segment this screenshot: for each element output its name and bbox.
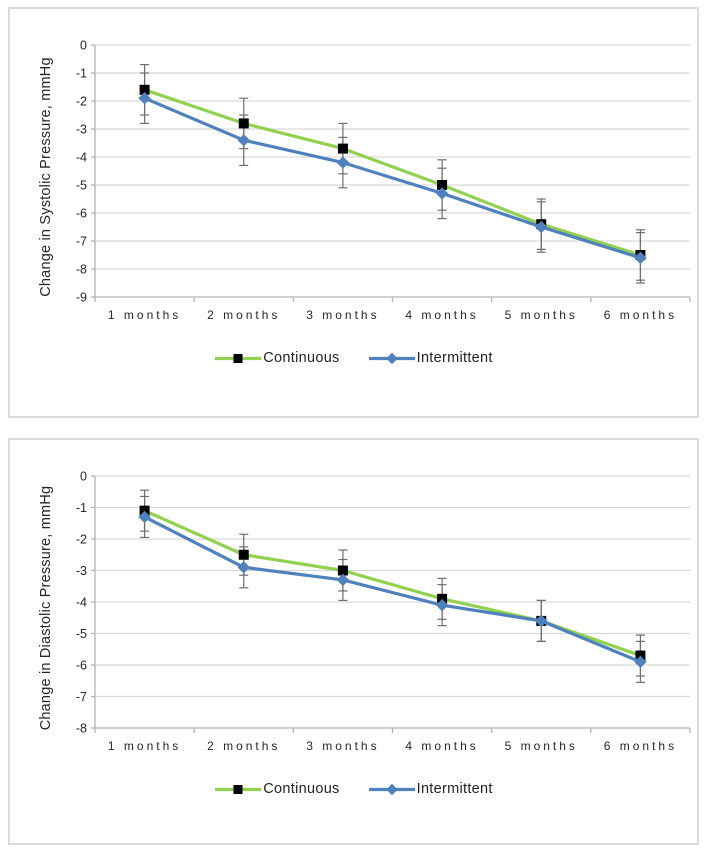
y-tick-label: -1 xyxy=(76,501,87,515)
diamond-marker xyxy=(535,220,548,234)
y-tick-label: -7 xyxy=(76,235,87,249)
legend-item-continuous: Continuous xyxy=(214,781,339,797)
diamond-marker xyxy=(237,561,250,574)
gridlines xyxy=(91,44,690,298)
square-marker xyxy=(437,593,448,604)
x-category-label: 5 months xyxy=(505,308,578,322)
intermittent-series-line xyxy=(142,515,643,664)
diamond-marker xyxy=(336,156,350,169)
y-tick-label: -9 xyxy=(76,291,87,305)
square-marker xyxy=(337,565,348,576)
gridlines xyxy=(91,475,690,729)
y-tick-label: 0 xyxy=(80,470,87,484)
diamond-marker xyxy=(385,783,398,795)
square-marker xyxy=(233,784,243,794)
legend-item-continuous: Continuous xyxy=(214,350,339,366)
intermittent-series-swatch-icon xyxy=(368,352,415,364)
y-tick-label: -8 xyxy=(76,263,87,277)
diamond-marker xyxy=(237,134,250,147)
y-tick-label: -6 xyxy=(76,659,87,673)
continuous-legend-label: Continuous xyxy=(263,781,340,797)
x-category-label: 1 months xyxy=(108,739,181,753)
diastolic-line-chart: 0 -1 -2 -3 -4 -5 -6 -7 -8 1 months 2 months 3 month… xyxy=(76,470,691,753)
continuous-series-line xyxy=(142,88,643,257)
square-marker xyxy=(139,505,150,516)
square-marker xyxy=(635,650,646,661)
continuous-series-swatch-icon xyxy=(215,353,262,363)
intermittent-series-markers xyxy=(138,510,647,669)
x-category-label: 6 months xyxy=(604,308,677,322)
y-tick-label: -5 xyxy=(76,627,87,641)
x-category-label: 2 months xyxy=(207,308,280,322)
diamond-marker xyxy=(535,614,548,628)
legend-item-intermittent: Intermittent xyxy=(368,781,493,797)
x-category-label: 2 months xyxy=(207,739,280,753)
diamond-marker xyxy=(385,352,398,364)
intermittent-series-swatch-icon xyxy=(368,783,415,795)
continuous-series-swatch-icon xyxy=(215,784,262,794)
diastolic-pressure-panel: Change in Diastolic Pressure, mmHg 0 -1 -2… xyxy=(8,438,699,845)
axes xyxy=(94,476,691,733)
y-tick-label: -5 xyxy=(76,179,87,193)
systolic-legend: Continuous Intermittent xyxy=(10,350,697,366)
y-tick-label: -1 xyxy=(76,67,87,81)
axes xyxy=(94,45,691,302)
square-marker xyxy=(139,84,150,95)
legend-item-intermittent: Intermittent xyxy=(368,350,493,366)
y-tick-label: -2 xyxy=(76,95,87,109)
intermittent-series-line xyxy=(142,96,643,260)
square-marker xyxy=(437,180,448,190)
square-marker xyxy=(238,118,249,129)
continuous-legend-label: Continuous xyxy=(263,350,340,366)
x-category-label: 4 months xyxy=(405,739,478,753)
diamond-marker xyxy=(634,251,647,264)
systolic-pressure-panel: Change in Systolic Pressure, mmHg 0 -1 -2-… xyxy=(8,7,699,418)
square-marker xyxy=(337,143,348,154)
square-marker xyxy=(233,353,243,363)
x-category-label: 1 months xyxy=(108,308,181,322)
intermittent-series-markers xyxy=(138,92,647,264)
y-tick-label: -8 xyxy=(76,722,87,736)
y-tick-label: -6 xyxy=(76,207,87,221)
y-tick-label: 0 xyxy=(80,39,87,53)
diastolic-legend: Continuous Intermittent xyxy=(10,781,697,797)
x-category-label: 3 months xyxy=(306,739,379,753)
square-marker xyxy=(238,549,249,560)
systolic-line-chart: 0 -1 -2 -3 -4 -5 -6 -7 -8 -9 1 months 2 months 3 mon… xyxy=(76,39,691,322)
diamond-marker xyxy=(138,92,151,105)
y-tick-label: -4 xyxy=(76,596,87,610)
continuous-error-bars xyxy=(140,63,645,281)
x-category-label: 5 months xyxy=(505,739,578,753)
y-tick-label: -7 xyxy=(76,690,87,704)
y-tick-label: -4 xyxy=(76,151,87,165)
y-tick-label: -3 xyxy=(76,123,87,137)
intermittent-legend-label: Intermittent xyxy=(416,781,493,797)
intermittent-error-bars xyxy=(140,495,645,683)
y-tick-label: -3 xyxy=(76,564,87,578)
diamond-marker xyxy=(435,187,449,200)
intermittent-legend-label: Intermittent xyxy=(416,350,493,366)
x-category-label: 6 months xyxy=(604,739,677,753)
x-category-label: 4 months xyxy=(405,308,478,322)
diamond-marker xyxy=(336,573,350,587)
y-tick-label: -2 xyxy=(76,533,87,547)
x-category-label: 3 months xyxy=(306,308,379,322)
